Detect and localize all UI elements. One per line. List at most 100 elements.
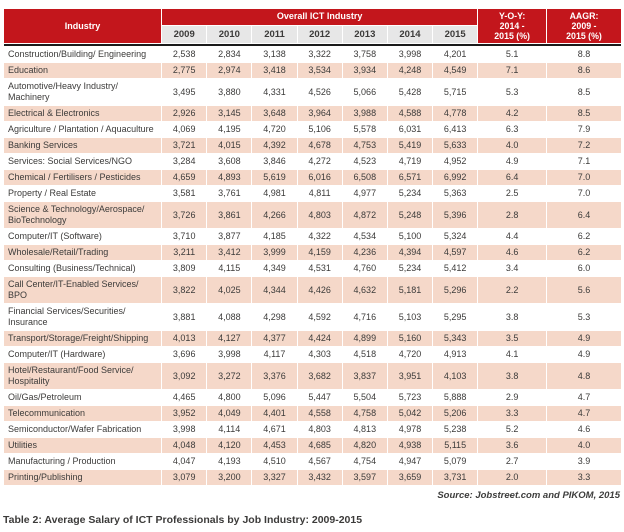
salary-value-cell: 4,236 [342, 245, 387, 260]
salary-value-cell: 4,893 [207, 170, 252, 185]
aagr-value-cell: 7.2 [547, 138, 621, 153]
table-caption: Table 2: Average Salary of ICT Professio… [3, 514, 363, 526]
salary-value-cell: 6,508 [342, 170, 387, 185]
salary-value-cell: 4,597 [433, 245, 478, 260]
salary-value-cell: 4,800 [207, 390, 252, 405]
table-row: Science & Technology/Aerospace/ BioTechn… [4, 202, 621, 228]
industry-cell: Electrical & Electronics [4, 106, 162, 121]
yoy-value-cell: 4.6 [478, 245, 547, 260]
salary-value-cell: 4,103 [433, 363, 478, 389]
col-header-year: 2011 [252, 25, 297, 43]
salary-value-cell: 2,538 [162, 47, 207, 62]
salary-value-cell: 4,754 [342, 454, 387, 469]
yoy-value-cell: 5.1 [478, 47, 547, 62]
col-header-year: 2014 [387, 25, 433, 43]
aagr-value-cell: 4.9 [547, 347, 621, 362]
yoy-value-cell: 7.1 [478, 63, 547, 78]
salary-value-cell: 5,238 [433, 422, 478, 437]
col-header-year: 2010 [207, 25, 252, 43]
salary-value-cell: 4,377 [252, 331, 297, 346]
salary-value-cell: 4,811 [297, 186, 342, 201]
salary-value-cell: 4,588 [387, 106, 433, 121]
salary-value-cell: 4,426 [297, 277, 342, 303]
ict-salary-table: Industry Overall ICT Industry Y-O-Y: 2014… [3, 8, 622, 486]
salary-value-cell: 4,185 [252, 229, 297, 244]
salary-value-cell: 3,432 [297, 470, 342, 485]
salary-value-cell: 2,834 [207, 47, 252, 62]
salary-value-cell: 4,510 [252, 454, 297, 469]
salary-value-cell: 4,977 [342, 186, 387, 201]
industry-cell: Manufacturing / Production [4, 454, 162, 469]
table-row: Computer/IT (Software) 3,710 3,877 4,185 4,3… [4, 229, 621, 244]
salary-value-cell: 2,926 [162, 106, 207, 121]
industry-cell: Wholesale/Retail/Trading [4, 245, 162, 260]
salary-value-cell: 5,578 [342, 122, 387, 137]
aagr-value-cell: 4.7 [547, 406, 621, 421]
aagr-value-cell: 6.0 [547, 261, 621, 276]
yoy-value-cell: 2.9 [478, 390, 547, 405]
aagr-value-cell: 8.5 [547, 79, 621, 105]
salary-value-cell: 4,720 [387, 347, 433, 362]
salary-value-cell: 5,206 [433, 406, 478, 421]
salary-value-cell: 6,413 [433, 122, 478, 137]
salary-value-cell: 4,401 [252, 406, 297, 421]
industry-cell: Hotel/Restaurant/Food Service/ Hospitali… [4, 363, 162, 389]
salary-value-cell: 5,324 [433, 229, 478, 244]
salary-value-cell: 3,861 [207, 202, 252, 228]
table-row: Call Center/IT-Enabled Services/ BPO 3,82… [4, 277, 621, 303]
table-row: Transport/Storage/Freight/Shipping 4,013 4… [4, 331, 621, 346]
salary-value-cell: 4,534 [342, 229, 387, 244]
salary-value-cell: 4,047 [162, 454, 207, 469]
aagr-value-cell: 6.2 [547, 229, 621, 244]
salary-value-cell: 4,392 [252, 138, 297, 153]
table-row: Education 2,775 2,974 3,418 3,534 3,934 4,248 4… [4, 63, 621, 78]
salary-value-cell: 4,331 [252, 79, 297, 105]
industry-cell: Education [4, 63, 162, 78]
salary-value-cell: 4,872 [342, 202, 387, 228]
salary-value-cell: 4,114 [207, 422, 252, 437]
salary-value-cell: 3,597 [342, 470, 387, 485]
salary-value-cell: 4,069 [162, 122, 207, 137]
table-row: Automotive/Heavy Industry/ Machinery 3,49… [4, 79, 621, 105]
salary-value-cell: 4,394 [387, 245, 433, 260]
salary-value-cell: 3,145 [207, 106, 252, 121]
col-header-overall-ict-industry: Overall ICT Industry [162, 9, 478, 25]
industry-cell: Automotive/Heavy Industry/ Machinery [4, 79, 162, 105]
industry-cell: Utilities [4, 438, 162, 453]
salary-value-cell: 4,298 [252, 304, 297, 330]
salary-value-cell: 5,181 [387, 277, 433, 303]
aagr-value-cell: 7.0 [547, 186, 621, 201]
yoy-value-cell: 4.1 [478, 347, 547, 362]
salary-value-cell: 3,881 [162, 304, 207, 330]
salary-value-cell: 3,934 [342, 63, 387, 78]
salary-value-cell: 3,952 [162, 406, 207, 421]
table-row: Services: Social Services/NGO 3,284 3,608 3… [4, 154, 621, 169]
salary-value-cell: 4,424 [297, 331, 342, 346]
industry-cell: Science & Technology/Aerospace/ BioTechn… [4, 202, 162, 228]
industry-cell: Banking Services [4, 138, 162, 153]
salary-value-cell: 5,447 [297, 390, 342, 405]
salary-value-cell: 3,272 [207, 363, 252, 389]
yoy-value-cell: 2.8 [478, 202, 547, 228]
industry-cell: Services: Social Services/NGO [4, 154, 162, 169]
aagr-value-cell: 6.4 [547, 202, 621, 228]
table-row: Utilities 4,048 4,120 4,453 4,685 4,820 4,938 5… [4, 438, 621, 453]
salary-value-cell: 5,096 [252, 390, 297, 405]
salary-value-cell: 5,888 [433, 390, 478, 405]
salary-value-cell: 2,775 [162, 63, 207, 78]
table-row: Banking Services 3,721 4,015 4,392 4,678 4,75… [4, 138, 621, 153]
aagr-value-cell: 4.7 [547, 390, 621, 405]
salary-value-cell: 4,813 [342, 422, 387, 437]
industry-cell: Telecommunication [4, 406, 162, 421]
header-divider-line [4, 44, 621, 46]
salary-value-cell: 3,761 [207, 186, 252, 201]
col-header-year: 2013 [342, 25, 387, 43]
salary-value-cell: 3,988 [342, 106, 387, 121]
salary-value-cell: 5,106 [297, 122, 342, 137]
salary-value-cell: 5,079 [433, 454, 478, 469]
salary-value-cell: 6,031 [387, 122, 433, 137]
table-row: Hotel/Restaurant/Food Service/ Hospitali… [4, 363, 621, 389]
source-note: Source: Jobstreet.com and PIKOM, 2015 [437, 490, 620, 501]
salary-value-cell: 4,685 [297, 438, 342, 453]
salary-value-cell: 5,504 [342, 390, 387, 405]
